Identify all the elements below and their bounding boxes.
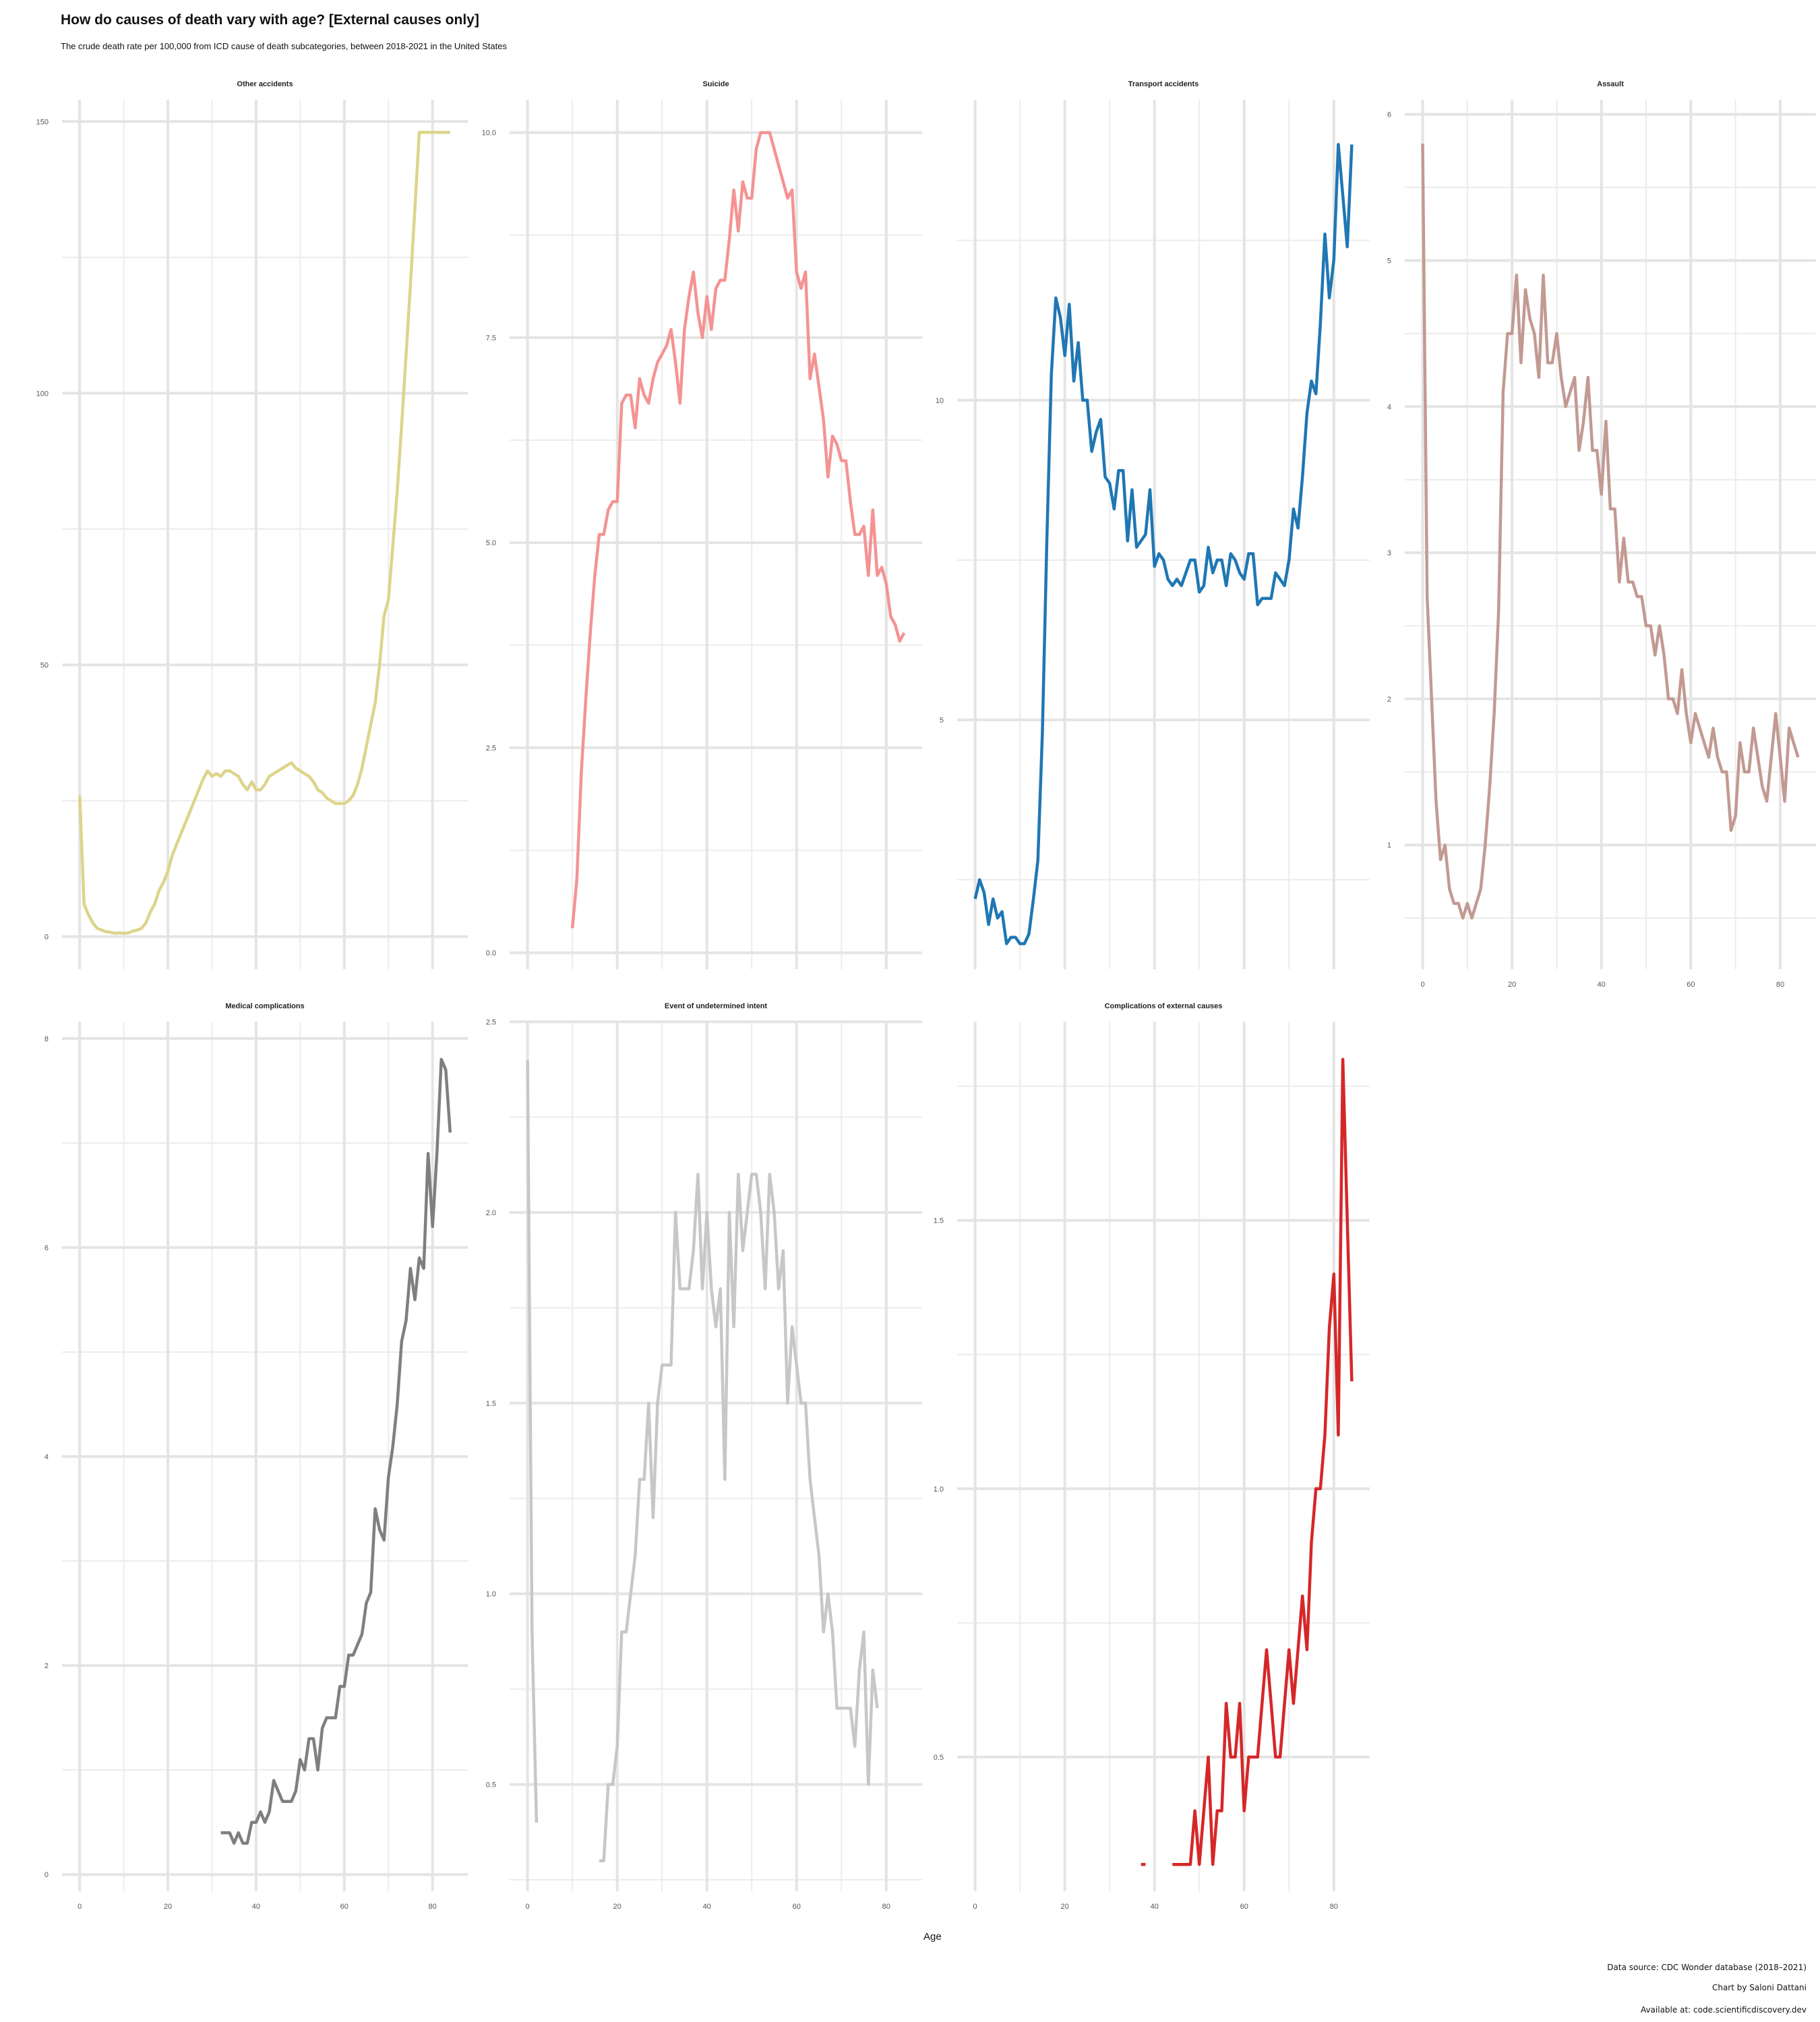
y-tick-label: 2.5 [486, 744, 496, 752]
x-tick-label: 80 [429, 1903, 437, 1911]
facet-panel-2: Transport accidents 5 10 [936, 80, 1370, 969]
series-line [220, 1058, 452, 1845]
y-tick-label: 6 [44, 1244, 49, 1252]
panel-title: Event of undetermined intent [665, 1002, 768, 1010]
x-tick-label: 80 [1330, 1903, 1338, 1911]
x-tick-label: 60 [340, 1903, 348, 1911]
y-tick-label: 2.5 [486, 1018, 496, 1027]
y-tick-label: 10 [936, 397, 944, 405]
y-tick-label: 1.0 [934, 1485, 944, 1494]
y-tick-label: 2 [1387, 696, 1391, 704]
y-tick-label: 0.5 [486, 1781, 496, 1789]
y-tick-label: 5 [940, 716, 944, 725]
x-tick-label: 80 [1776, 981, 1784, 989]
y-tick-label: 1 [1387, 842, 1391, 850]
y-tick-label: 4 [44, 1453, 49, 1461]
series-line [570, 131, 906, 929]
data-source-note: Data source: CDC Wonder database (2018–2… [1607, 1963, 1807, 1972]
y-tick-label: 100 [36, 390, 49, 398]
x-tick-label: 0 [78, 1903, 82, 1911]
panel-title: Medical complications [225, 1002, 304, 1010]
series-line [526, 1060, 539, 1823]
x-tick-label: 60 [1687, 981, 1695, 989]
y-tick-label: 5 [1387, 257, 1391, 265]
x-tick-label: 60 [1240, 1903, 1248, 1911]
y-tick-label: 0.0 [486, 950, 496, 958]
y-tick-label: 1.5 [486, 1400, 496, 1408]
y-tick-label: 7.5 [486, 334, 496, 342]
x-tick-label: 60 [793, 1903, 801, 1911]
y-tick-label: 8 [44, 1035, 49, 1043]
series-line [1172, 1058, 1354, 1866]
x-tick-label: 40 [252, 1903, 260, 1911]
facet-panel-1: Suicide 0.0 2.5 5.0 7.5 10.0 [482, 80, 922, 969]
x-tick-label: 20 [1061, 1903, 1069, 1911]
x-tick-label: 0 [526, 1903, 530, 1911]
x-tick-label: 40 [703, 1903, 711, 1911]
x-tick-label: 20 [613, 1903, 621, 1911]
y-tick-label: 4 [1387, 403, 1391, 411]
panel-title: Other accidents [237, 80, 293, 88]
chart-title: How do causes of death vary with age? [E… [61, 12, 479, 28]
x-tick-label: 80 [882, 1903, 890, 1911]
y-tick-label: 2 [44, 1662, 49, 1670]
series-line [973, 143, 1354, 946]
y-tick-label: 1.5 [934, 1217, 944, 1225]
author-credit: Chart by Saloni Dattani [1711, 1983, 1807, 1992]
x-tick-label: 20 [1508, 981, 1516, 989]
facet-panel-0: Other accidents 0 50 100 150 [36, 80, 468, 969]
x-tick-label: 0 [1420, 981, 1424, 989]
y-tick-label: 150 [36, 118, 49, 126]
x-tick-label: 20 [164, 1903, 172, 1911]
y-tick-label: 6 [1387, 111, 1391, 119]
y-tick-label: 2.0 [486, 1209, 496, 1217]
series-line [1421, 143, 1800, 920]
series-line [78, 131, 450, 936]
x-tick-label: 0 [973, 1903, 977, 1911]
availability-note: Available at: code.scientificdiscovery.d… [1640, 2005, 1807, 2015]
x-tick-label: 40 [1151, 1903, 1159, 1911]
y-tick-label: 3 [1387, 549, 1391, 557]
y-tick-label: 5.0 [486, 539, 496, 547]
y-tick-label: 0 [44, 933, 49, 942]
series-line [599, 1173, 879, 1862]
x-axis-label: Age [923, 1931, 942, 1942]
panel-title: Transport accidents [1128, 80, 1199, 88]
facet-panel-6: Complications of external causes 0.5 1.0 1.… [934, 1002, 1370, 1911]
y-tick-label: 50 [40, 662, 49, 670]
chart-subtitle: The crude death rate per 100,000 from IC… [61, 41, 507, 51]
y-tick-label: 1.0 [486, 1591, 496, 1599]
y-tick-label: 0 [44, 1871, 49, 1879]
panel-title: Assault [1597, 80, 1624, 88]
y-tick-label: 10.0 [482, 129, 496, 137]
y-tick-label: 0.5 [934, 1754, 944, 1762]
panel-title: Suicide [702, 80, 729, 88]
panel-title: Complications of external causes [1105, 1002, 1223, 1010]
facet-panel-5: Event of undetermined intent 0.5 1.0 1.5 2.0… [486, 1002, 922, 1911]
x-tick-label: 40 [1598, 981, 1606, 989]
